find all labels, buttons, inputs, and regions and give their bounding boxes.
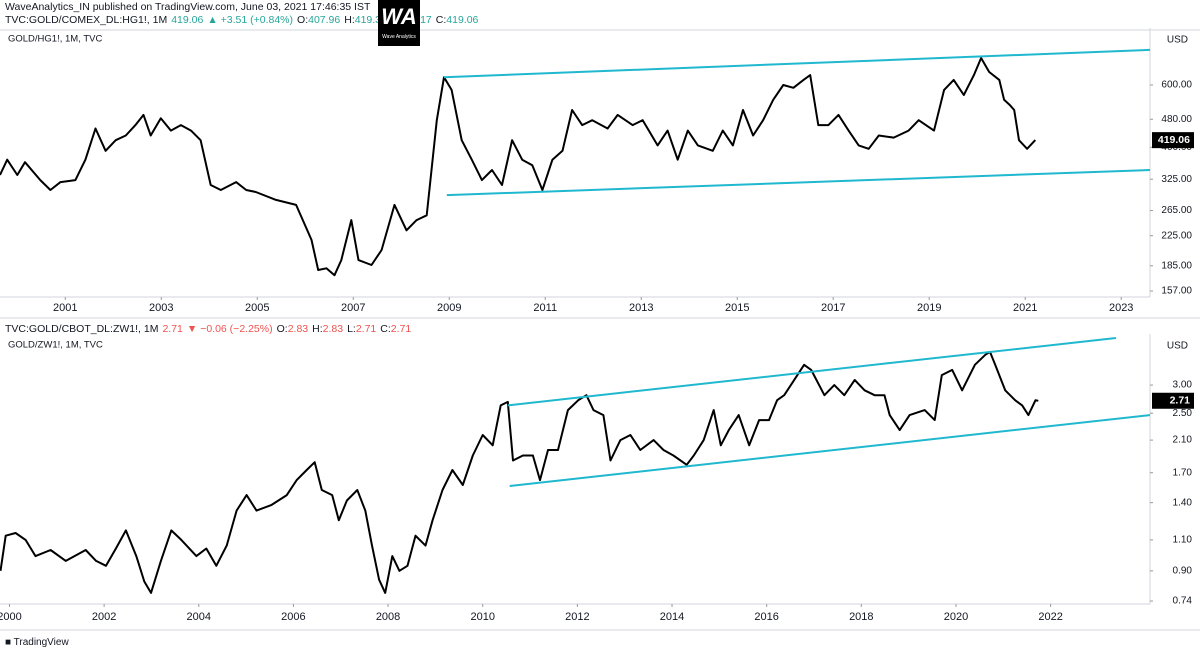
y-tick-label: 225.00 (1161, 230, 1192, 241)
change: ▼ −0.06 (−2.25%) (186, 323, 273, 335)
x-tick-label: 2011 (533, 302, 557, 314)
symbol: TVC:GOLD/CBOT_DL:ZW1!, 1M (5, 323, 159, 335)
last-value-tag (1152, 132, 1194, 149)
plot (0, 48, 1150, 277)
x-tick-label: 2016 (754, 611, 778, 623)
x-tick-label: 2019 (917, 302, 941, 314)
y-tick-label: 0.90 (1173, 565, 1193, 576)
x-tick-label: 2022 (1038, 611, 1062, 623)
x-tick-label: 2007 (341, 302, 365, 314)
ohlc-value: 2.83 (287, 323, 309, 335)
last-value-label: 2.71 (1170, 395, 1191, 407)
symbol-line: TVC:GOLD/COMEX_DL:HG1!, 1M 419.06 ▲ +3.51 … (5, 14, 482, 26)
logo-caption: Wave Analytics (382, 34, 416, 40)
x-tick-label: 2020 (944, 611, 968, 623)
y-tick-label: 265.00 (1161, 205, 1192, 216)
currency-label: USD (1167, 341, 1188, 352)
x-tick-label: 2003 (149, 302, 173, 314)
change: ▲ +3.51 (+0.84%) (207, 14, 294, 26)
y-tick-label: 1.10 (1173, 535, 1193, 546)
x-tick-label: 2023 (1109, 302, 1133, 314)
ohlc-value: 419.06 (446, 14, 479, 26)
y-tick-label: 1.70 (1173, 467, 1193, 478)
trend-line (507, 337, 1117, 407)
symbol-line: TVC:GOLD/CBOT_DL:ZW1!, 1M 2.71 ▼ −0.06 (−2… (5, 323, 415, 335)
ohlc-label: C: (435, 14, 447, 26)
ohlc-label: H: (312, 323, 323, 335)
y-tick-label: 185.00 (1161, 260, 1192, 271)
y-tick-label: 2.10 (1173, 435, 1193, 446)
x-tick-label: 2015 (725, 302, 749, 314)
price: 419.06 (171, 14, 204, 26)
footer-text: TradingView (13, 637, 69, 648)
x-tick-label: 2004 (187, 611, 211, 623)
y-tick-label: 2.50 (1173, 408, 1193, 419)
x-tick-label: 2001 (53, 302, 77, 314)
last-value-label: 419.06 (1158, 134, 1190, 146)
price-line (0, 350, 1039, 594)
ohlc-label: L: (347, 323, 356, 335)
y-tick-label: 0.74 (1173, 596, 1193, 607)
x-tick-label: 2002 (92, 611, 116, 623)
logo: WA Wave Analytics (378, 0, 420, 46)
last-value-tag (1152, 392, 1194, 409)
ohlc-label: O: (276, 323, 288, 335)
x-tick-label: 2021 (1013, 302, 1037, 314)
x-tick-label: 2017 (821, 302, 845, 314)
currency-label: USD (1167, 35, 1188, 46)
footer-brand: ■ TradingView (5, 637, 69, 648)
x-tick-label: 2012 (565, 611, 589, 623)
ohlc-value: 2.71 (355, 323, 377, 335)
y-tick-label: 3.00 (1173, 380, 1193, 391)
y-tick-label: 480.00 (1161, 114, 1192, 125)
price-line (0, 57, 1037, 277)
trend-line (509, 414, 1150, 487)
pane-label: GOLD/HG1!, 1M, TVC (8, 34, 102, 45)
ohlc-label: O: (297, 14, 309, 26)
symbol: TVC:GOLD/COMEX_DL:HG1!, 1M (5, 14, 168, 26)
y-tick-label: 600.00 (1161, 80, 1192, 91)
trend-line (443, 48, 1150, 79)
ohlc-label: C: (380, 323, 391, 335)
ohlc-value: 407.96 (308, 14, 341, 26)
ohlc-value: 2.83 (322, 323, 344, 335)
publisher-line: WaveAnalytics_IN published on TradingVie… (5, 1, 371, 13)
plot (0, 337, 1150, 594)
x-tick-label: 2006 (281, 611, 305, 623)
x-tick-label: 2008 (376, 611, 400, 623)
y-tick-label: 157.00 (1161, 286, 1192, 297)
x-tick-label: 2005 (245, 302, 269, 314)
y-tick-label: 325.00 (1161, 174, 1192, 185)
ohlc-label: H: (344, 14, 355, 26)
x-tick-label: 2014 (660, 611, 684, 623)
logo-mark: WA (381, 4, 417, 29)
x-tick-label: 2013 (629, 302, 653, 314)
pane-label: GOLD/ZW1!, 1M, TVC (8, 340, 103, 351)
y-tick-label: 1.40 (1173, 497, 1193, 508)
x-tick-label: 2010 (470, 611, 494, 623)
x-tick-label: 2018 (849, 611, 873, 623)
trend-line (446, 169, 1150, 197)
price: 2.71 (162, 323, 183, 335)
x-tick-label: 2000 (0, 611, 22, 623)
x-tick-label: 2009 (437, 302, 461, 314)
ohlc-value: 2.71 (390, 323, 412, 335)
